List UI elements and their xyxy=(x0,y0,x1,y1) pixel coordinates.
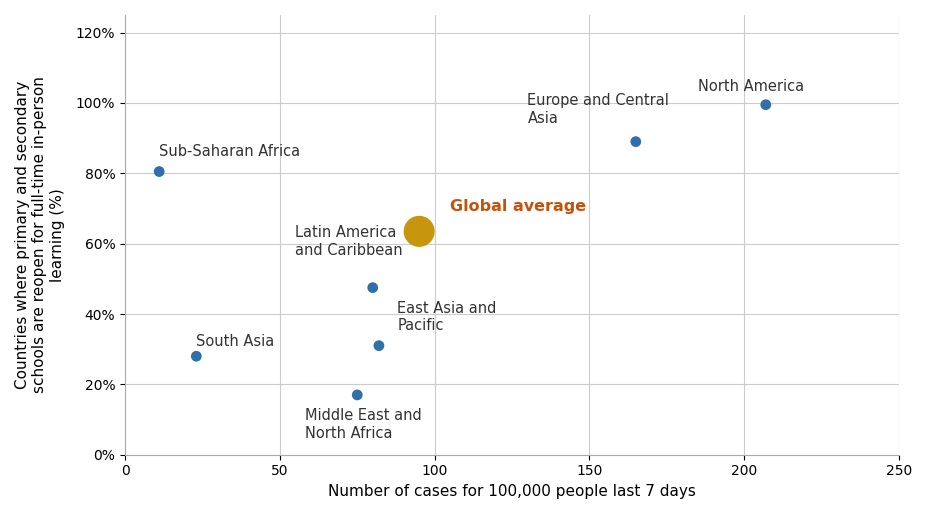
Text: Sub-Saharan Africa: Sub-Saharan Africa xyxy=(159,144,300,159)
Text: East Asia and
Pacific: East Asia and Pacific xyxy=(398,301,497,334)
Point xyxy=(189,352,204,360)
Point xyxy=(629,138,643,146)
X-axis label: Number of cases for 100,000 people last 7 days: Number of cases for 100,000 people last … xyxy=(328,484,696,499)
Text: Global average: Global average xyxy=(451,199,586,214)
Point xyxy=(349,391,364,399)
Point xyxy=(365,284,380,292)
Text: Europe and Central
Asia: Europe and Central Asia xyxy=(527,94,669,126)
Point xyxy=(152,168,167,176)
Text: South Asia: South Asia xyxy=(197,334,274,349)
Y-axis label: Countries where primary and secondary
schools are reopen for full-time in-person: Countries where primary and secondary sc… xyxy=(15,77,65,393)
Point xyxy=(758,101,773,109)
Point xyxy=(372,342,387,350)
Text: Middle East and
North Africa: Middle East and North Africa xyxy=(305,408,422,440)
Text: Latin America
and Caribbean: Latin America and Caribbean xyxy=(296,225,403,258)
Text: North America: North America xyxy=(698,79,804,94)
Point xyxy=(412,227,426,235)
